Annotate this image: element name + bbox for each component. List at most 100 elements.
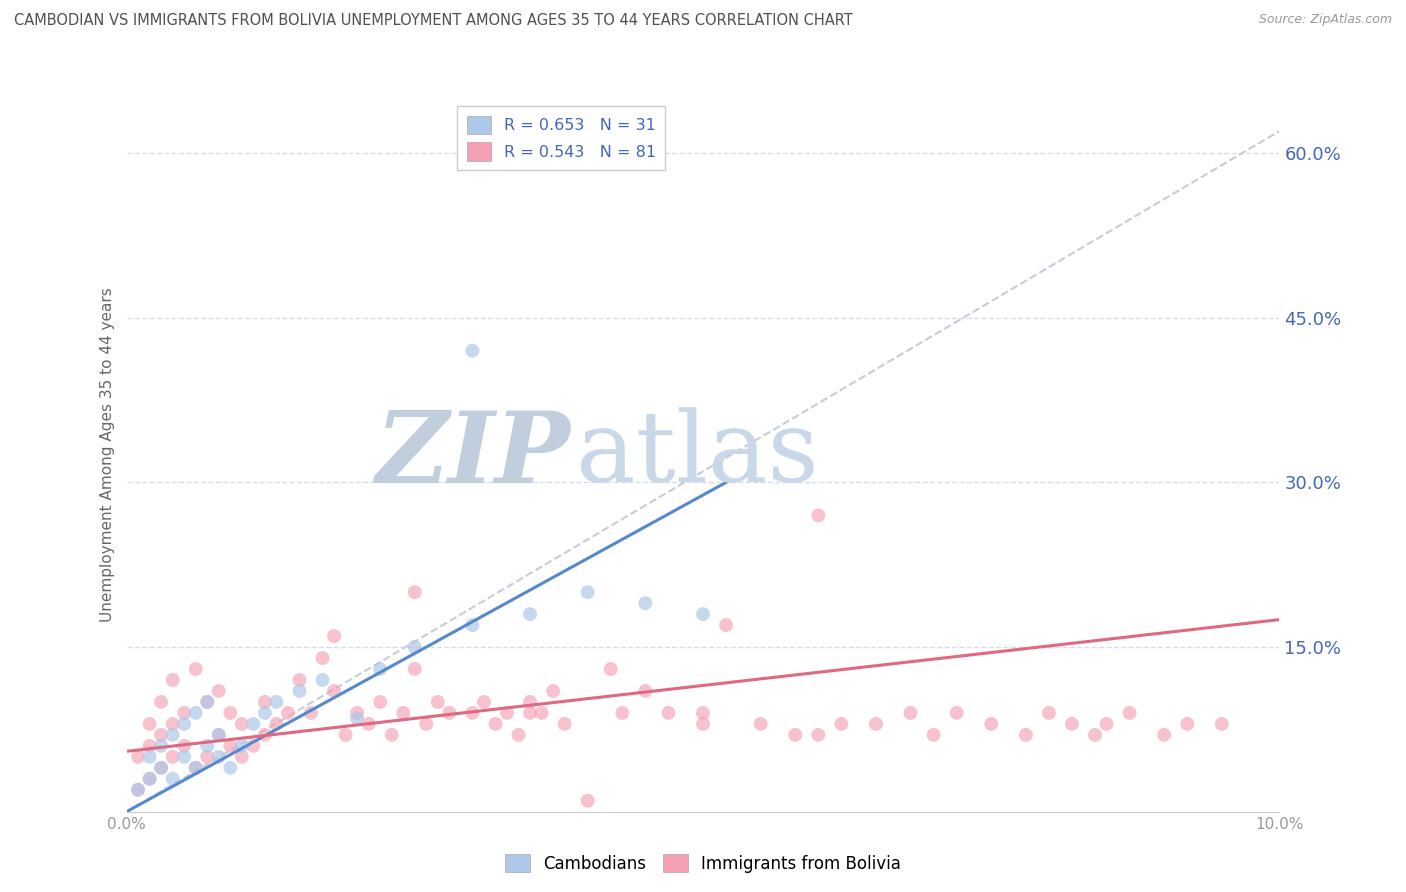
Point (242, 739, 264, 753)
Point (162, 749, 184, 764)
Point (807, 508, 830, 523)
Point (138, 749, 160, 764)
Point (508, 728, 530, 742)
Point (657, 706, 679, 720)
Point (219, 761, 242, 775)
Point (127, 782, 149, 797)
Point (231, 749, 253, 764)
Point (1084, 728, 1107, 742)
Point (184, 662, 207, 676)
Point (311, 651, 333, 665)
Point (195, 749, 218, 764)
Point (266, 717, 288, 731)
Point (1211, 717, 1233, 731)
Point (138, 772, 160, 786)
Point (195, 695, 218, 709)
Point (519, 695, 541, 709)
Point (1038, 706, 1060, 720)
Point (173, 739, 195, 753)
Point (392, 706, 415, 720)
Point (346, 706, 368, 720)
Point (404, 662, 426, 676)
Point (714, 618, 737, 632)
Point (138, 717, 160, 731)
Point (288, 684, 311, 698)
Point (554, 717, 576, 731)
Point (541, 684, 564, 698)
Point (253, 728, 276, 742)
Point (299, 706, 322, 720)
Point (231, 739, 253, 753)
Point (208, 684, 231, 698)
Point (484, 717, 506, 731)
Point (576, 585, 599, 599)
Point (195, 739, 218, 753)
Point (184, 761, 207, 775)
Point (530, 706, 553, 720)
Point (173, 749, 195, 764)
Point (162, 772, 184, 786)
Point (266, 695, 288, 709)
Point (1118, 706, 1140, 720)
Point (323, 684, 346, 698)
Point (612, 706, 634, 720)
Point (184, 706, 207, 720)
Point (749, 717, 772, 731)
Point (830, 717, 852, 731)
Point (253, 706, 276, 720)
Point (346, 711, 368, 725)
Point (461, 706, 484, 720)
Legend: R = 0.653   N = 31, R = 0.543   N = 81: R = 0.653 N = 31, R = 0.543 N = 81 (457, 106, 665, 170)
Point (368, 662, 391, 676)
Point (980, 717, 1002, 731)
Point (357, 717, 380, 731)
Point (311, 673, 333, 687)
Point (127, 749, 149, 764)
Point (253, 695, 276, 709)
Point (323, 629, 346, 643)
Point (277, 706, 299, 720)
Text: CAMBODIAN VS IMMIGRANTS FROM BOLIVIA UNEMPLOYMENT AMONG AGES 35 TO 44 YEARS CORR: CAMBODIAN VS IMMIGRANTS FROM BOLIVIA UNE… (14, 13, 853, 29)
Point (496, 706, 519, 720)
Point (219, 706, 242, 720)
Point (461, 618, 484, 632)
Point (381, 728, 404, 742)
Point (945, 706, 967, 720)
Point (242, 717, 264, 731)
Point (439, 706, 461, 720)
Point (150, 761, 173, 775)
Point (208, 728, 231, 742)
Point (865, 717, 887, 731)
Text: atlas: atlas (576, 407, 818, 503)
Point (519, 607, 541, 621)
Point (208, 728, 231, 742)
Point (231, 717, 253, 731)
Point (1060, 717, 1083, 731)
Point (150, 695, 173, 709)
Point (807, 728, 830, 742)
Point (219, 739, 242, 753)
Y-axis label: Unemployment Among Ages 35 to 44 years: Unemployment Among Ages 35 to 44 years (100, 287, 115, 623)
Text: ZIP: ZIP (375, 407, 571, 503)
Point (127, 782, 149, 797)
Point (415, 717, 437, 731)
Legend: Cambodians, Immigrants from Bolivia: Cambodians, Immigrants from Bolivia (498, 847, 908, 880)
Point (288, 673, 311, 687)
Point (173, 706, 195, 720)
Point (173, 717, 195, 731)
Point (472, 695, 495, 709)
Point (519, 706, 541, 720)
Point (404, 640, 426, 654)
Text: Source: ZipAtlas.com: Source: ZipAtlas.com (1258, 13, 1392, 27)
Point (576, 794, 599, 808)
Point (692, 717, 714, 731)
Point (785, 728, 807, 742)
Point (335, 728, 357, 742)
Point (138, 739, 160, 753)
Point (138, 772, 160, 786)
Point (1095, 717, 1118, 731)
Point (208, 749, 231, 764)
Point (692, 706, 714, 720)
Point (184, 761, 207, 775)
Point (150, 761, 173, 775)
